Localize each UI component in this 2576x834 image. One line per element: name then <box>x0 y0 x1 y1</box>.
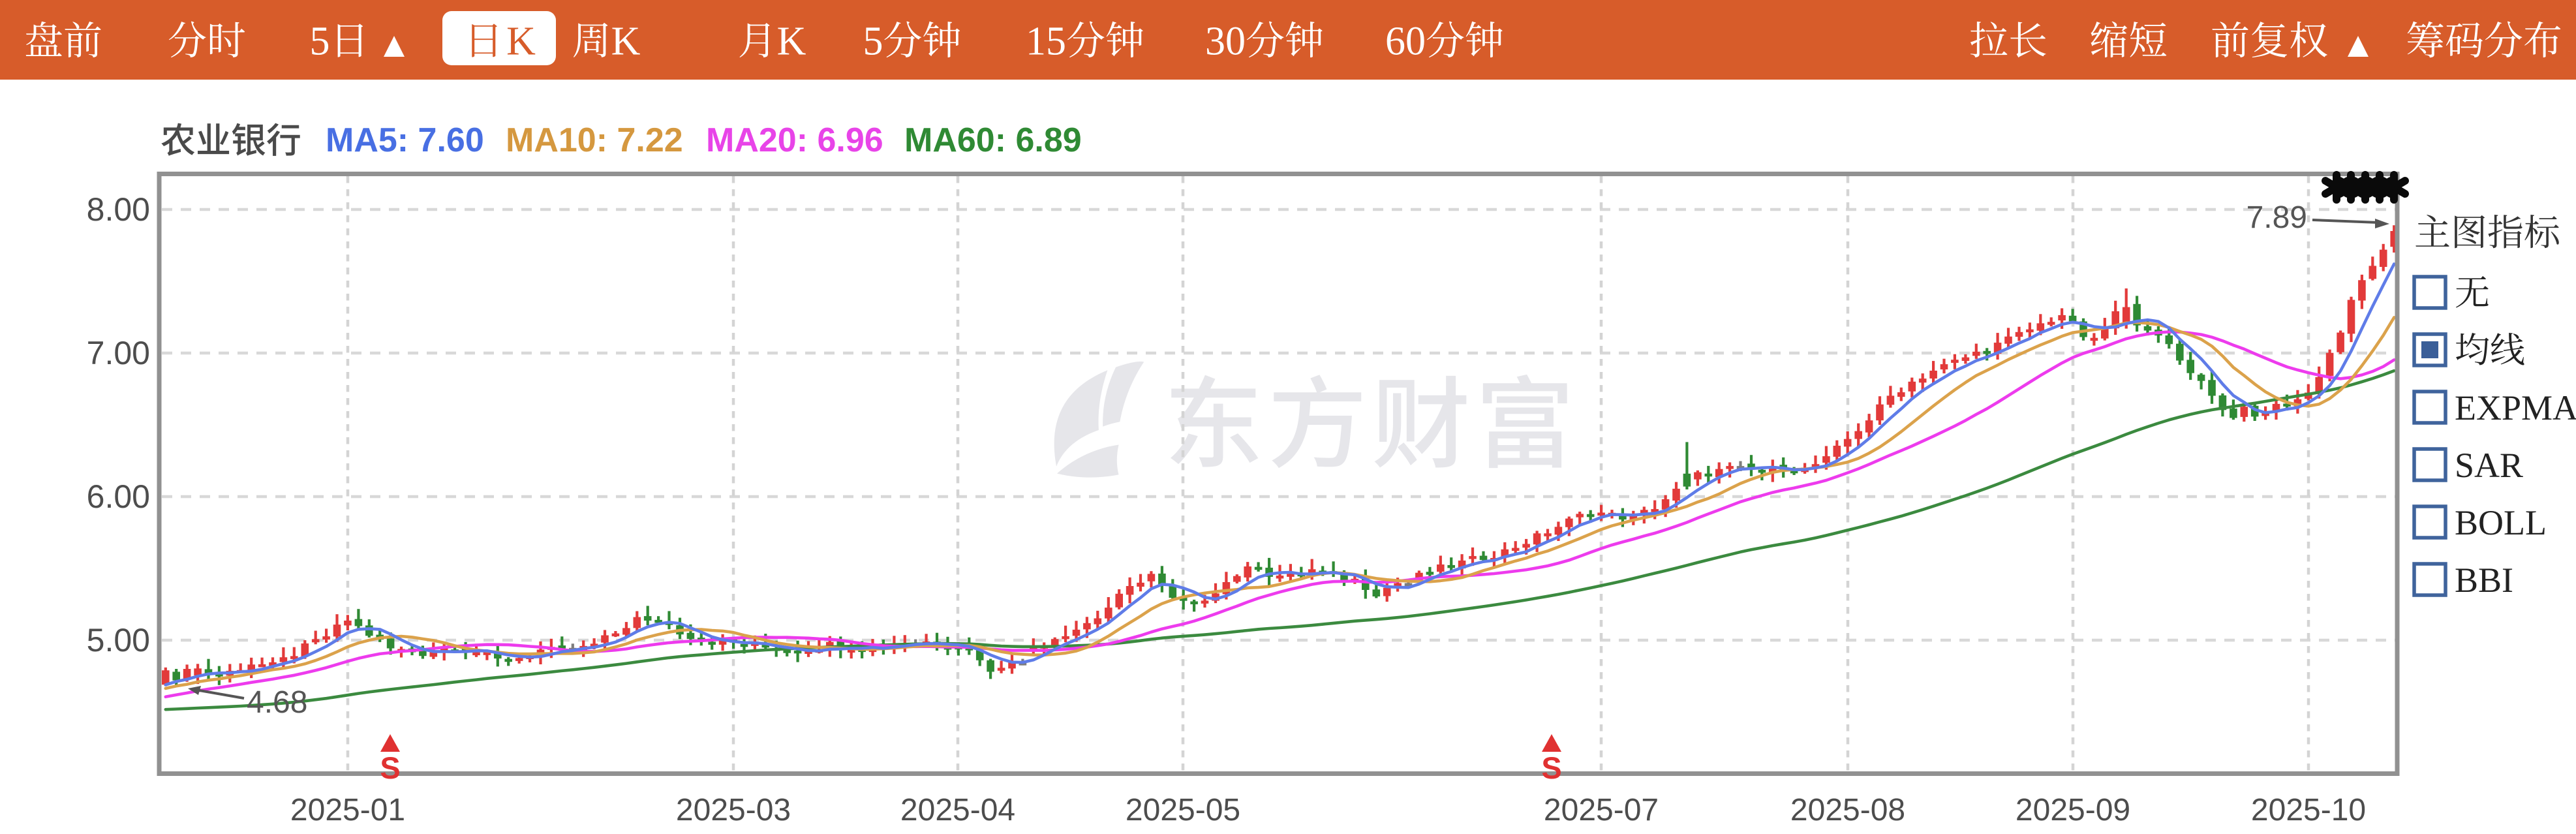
svg-text:MA5: 7.60: MA5: 7.60 <box>326 121 484 159</box>
svg-text:MA60: 6.89: MA60: 6.89 <box>904 121 1082 159</box>
svg-text:2025-04: 2025-04 <box>900 793 1015 827</box>
svg-text:5.00: 5.00 <box>87 622 150 658</box>
svg-text:8.00: 8.00 <box>87 191 150 228</box>
svg-text:S: S <box>1541 750 1561 785</box>
svg-text:5: 5 <box>310 19 330 63</box>
svg-text:3: 3 <box>1205 19 1225 63</box>
svg-text:BOLL: BOLL <box>2455 503 2547 542</box>
svg-text:MA10: 7.22: MA10: 7.22 <box>506 121 683 159</box>
svg-text:0: 0 <box>1405 19 1426 63</box>
svg-text:1: 1 <box>1026 19 1046 63</box>
svg-text:MA20: 6.96: MA20: 6.96 <box>706 121 883 159</box>
svg-text:2025-05: 2025-05 <box>1126 793 1240 827</box>
svg-text:2025-07: 2025-07 <box>1544 793 1659 827</box>
svg-text:7.89: 7.89 <box>2246 200 2307 235</box>
svg-text:K: K <box>506 19 536 63</box>
svg-text:SAR: SAR <box>2455 446 2523 485</box>
svg-text:K: K <box>611 19 641 63</box>
svg-text:7.00: 7.00 <box>87 335 150 371</box>
svg-text:EXPMA: EXPMA <box>2455 388 2576 427</box>
svg-text:0: 0 <box>1225 19 1246 63</box>
svg-text:S: S <box>380 750 400 785</box>
svg-text:K: K <box>777 19 806 63</box>
svg-text:2025-01: 2025-01 <box>290 793 405 827</box>
svg-text:5: 5 <box>1046 19 1066 63</box>
svg-text:6.00: 6.00 <box>87 478 150 515</box>
svg-text:6: 6 <box>1385 19 1405 63</box>
svg-text:2025-08: 2025-08 <box>1790 793 1905 827</box>
svg-text:2025-03: 2025-03 <box>676 793 791 827</box>
svg-text:2025-09: 2025-09 <box>2016 793 2130 827</box>
svg-text:4.68: 4.68 <box>247 685 307 720</box>
svg-text:5: 5 <box>863 19 883 63</box>
svg-text:2025-10: 2025-10 <box>2251 793 2366 827</box>
svg-text:BBI: BBI <box>2455 561 2513 600</box>
